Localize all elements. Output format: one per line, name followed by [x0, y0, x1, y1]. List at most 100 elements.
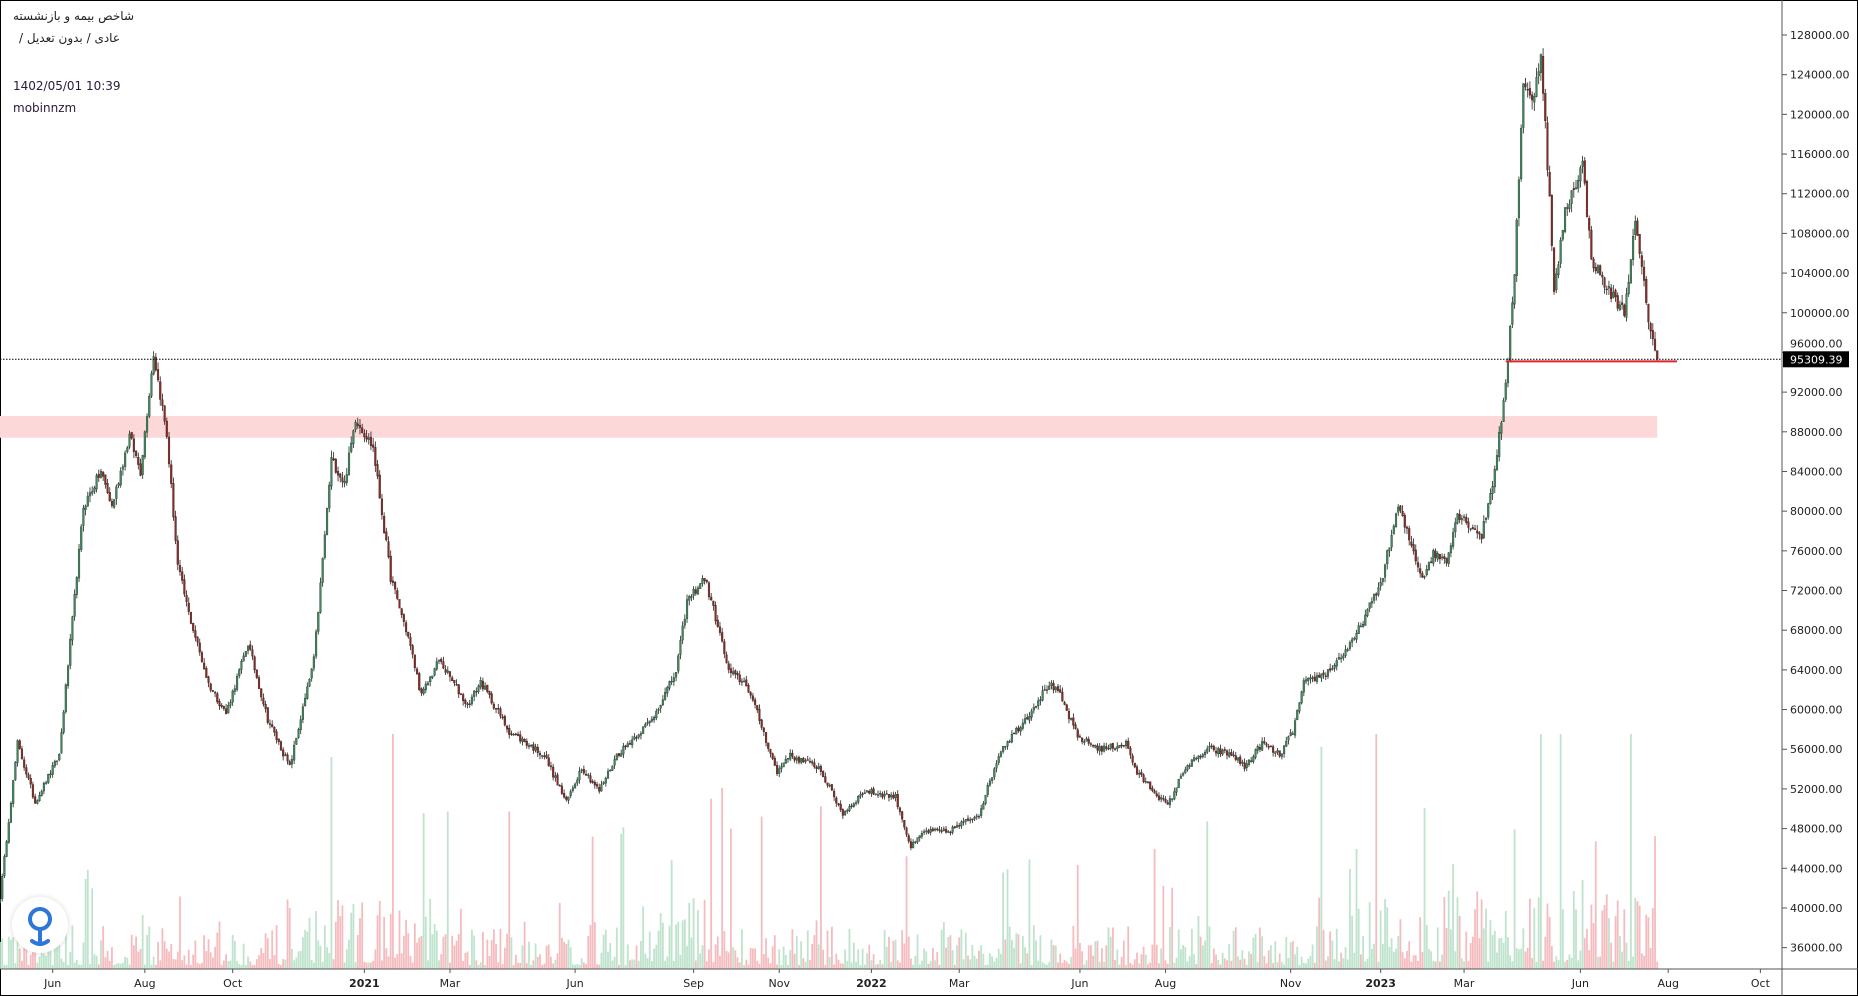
candle-down	[266, 707, 269, 723]
volume-bar	[1548, 917, 1551, 969]
volume-bar	[1608, 918, 1610, 969]
candle-down	[765, 732, 768, 743]
candle	[688, 595, 691, 606]
candle	[66, 664, 70, 689]
candle-up	[1045, 689, 1049, 691]
volume-bar	[1267, 950, 1270, 969]
candle-down	[938, 829, 941, 831]
candle-down	[1640, 255, 1643, 267]
candle-up	[1247, 759, 1251, 765]
candle-down	[1408, 528, 1411, 541]
candle	[1544, 88, 1547, 129]
candle-up	[1186, 765, 1189, 771]
candle	[139, 458, 142, 477]
candle-down	[1324, 675, 1327, 677]
candle	[91, 486, 94, 496]
candle-down	[754, 699, 757, 705]
candle-up	[1348, 642, 1351, 649]
volume-bar	[1395, 948, 1397, 969]
candle	[1241, 759, 1244, 767]
candle-up	[609, 769, 612, 772]
candle-down	[944, 828, 948, 833]
candle	[365, 429, 368, 443]
candle-up	[244, 651, 247, 657]
candles	[0, 48, 1659, 904]
volume-bar	[1114, 959, 1116, 969]
candle	[1177, 778, 1180, 789]
candle	[635, 735, 638, 742]
candle-up	[865, 790, 869, 793]
volume-bar	[1643, 955, 1645, 969]
candle-up	[611, 765, 614, 771]
candle	[45, 780, 48, 785]
volume-bar	[106, 950, 109, 969]
candle-up	[367, 437, 370, 440]
candle	[1649, 321, 1652, 339]
candle	[1280, 753, 1283, 760]
volume-bar	[975, 958, 978, 969]
candle-down	[501, 716, 504, 719]
candle-down	[1375, 593, 1378, 596]
candle	[637, 733, 640, 740]
candle	[1491, 481, 1494, 501]
volume-bar	[712, 962, 715, 969]
candle-up	[3, 856, 6, 877]
candle-up	[874, 793, 877, 795]
candle-up	[804, 760, 807, 762]
candle-up	[1511, 302, 1514, 325]
candle-down	[1550, 195, 1553, 246]
candle-up	[894, 794, 897, 798]
symbol-title: شاخص بیمه و بازنشسته	[13, 9, 134, 23]
candle-up	[319, 582, 322, 613]
candle	[896, 790, 899, 810]
candle-up	[1577, 180, 1580, 189]
candle	[659, 704, 662, 713]
candle-down	[543, 755, 546, 757]
candle	[1563, 207, 1567, 234]
candle-up	[317, 611, 320, 632]
volume-bar	[411, 962, 414, 969]
volume-bar	[1561, 909, 1564, 969]
candle	[984, 794, 987, 806]
candle	[1304, 676, 1308, 685]
volume-bar	[1518, 949, 1520, 969]
candle-down	[1059, 689, 1062, 693]
candle-down	[1100, 746, 1103, 752]
volume-bar	[1498, 938, 1501, 969]
chart-subtitle: عادی / بدون تعدیل /	[19, 31, 120, 45]
candle	[80, 524, 83, 552]
candle	[1206, 745, 1209, 755]
candle-down	[183, 579, 186, 595]
candle-up	[780, 766, 783, 769]
candle-down	[198, 642, 201, 653]
candle-down	[1528, 88, 1531, 96]
candle	[898, 806, 901, 816]
candle-up	[1168, 798, 1171, 806]
candle-down	[1026, 717, 1029, 720]
candle-up	[918, 835, 921, 839]
candle	[372, 437, 375, 453]
candle	[183, 574, 186, 598]
candle-up	[312, 656, 315, 669]
candle	[156, 362, 160, 383]
candle	[712, 600, 715, 611]
candle-up	[75, 577, 78, 595]
candle	[84, 504, 87, 516]
candle-up	[1423, 576, 1426, 578]
volume-bar	[62, 961, 65, 969]
candle-up	[1432, 549, 1435, 564]
candle	[1296, 709, 1299, 721]
candle-down	[1599, 265, 1602, 276]
candle-up	[330, 457, 333, 487]
candle	[679, 635, 682, 660]
last-price-label: 95309.39	[1790, 353, 1843, 366]
candle	[828, 783, 831, 788]
candle-up	[38, 795, 41, 802]
candle-up	[885, 793, 888, 795]
volume-bar	[398, 910, 401, 969]
candle-up	[1522, 83, 1525, 128]
volume-bar	[1074, 948, 1077, 969]
candle-up	[1607, 286, 1610, 289]
volume-bar	[574, 964, 576, 969]
